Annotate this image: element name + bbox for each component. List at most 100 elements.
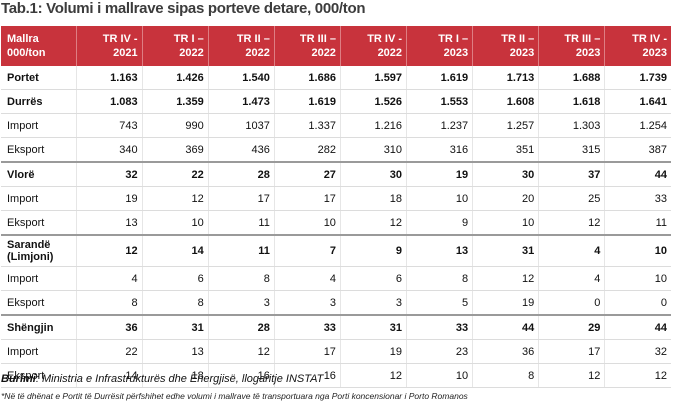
table-header-row: Mallra 000/ton TR IV - 2021 TR I – 2022 TR… [1,26,671,66]
value-cell: 16 [208,363,275,388]
value-cell: 369 [142,137,209,163]
value-cell: 9 [406,210,474,236]
header-cell-period: TR III – 2022 [274,26,341,66]
value-cell: 22 [142,161,209,187]
table-row: Shëngjin 36 31 28 33 31 33 44 29 44 [1,314,671,340]
row-label: Eksport [1,210,77,236]
value-cell: 1.686 [274,66,341,90]
value-cell: 387 [604,137,671,163]
value-cell: 28 [208,161,275,187]
value-cell: 316 [406,137,474,163]
value-cell: 17 [538,339,606,364]
value-cell: 6 [142,266,209,291]
value-cell: 8 [472,363,540,388]
value-cell: 14 [142,234,209,267]
value-cell: 29 [538,314,606,340]
value-cell: 27 [274,161,341,187]
table-row: Import 22 13 12 17 19 23 36 17 32 [1,339,671,364]
table-row: Eksport 8 8 3 3 3 5 19 0 0 [1,290,671,316]
value-cell: 17 [208,186,275,211]
row-label: Eksport [1,363,77,388]
value-cell: 8 [208,266,275,291]
value-cell: 1.163 [76,66,143,90]
value-cell: 4 [76,266,143,291]
header-cell-label: Mallra 000/ton [1,26,77,66]
port-volume-table: Mallra 000/ton TR IV - 2021 TR I – 2022 TR… [1,26,671,388]
period-line1: TR I – [173,33,204,45]
value-cell: 13 [76,210,143,236]
value-cell: 11 [208,210,275,236]
period-line1: TR I – [438,33,469,45]
period-line2: 2023 [443,47,469,59]
table-row: Eksport 14 18 16 16 12 10 8 12 12 [1,363,671,388]
period-line2: 2023 [575,47,601,59]
value-cell: 1.540 [208,66,275,90]
source-text: : Ministria e Infrastrukturës dhe Energj… [35,373,324,385]
value-cell: 1.359 [142,89,209,114]
period-line1: TR IV - [367,33,403,45]
row-label: Sarandë (Limjoni) [1,234,77,267]
value-cell: 19 [472,290,540,316]
table-row: Import 4 6 8 4 6 8 12 4 10 [1,266,671,291]
value-cell: 1.426 [142,66,209,90]
value-cell: 12 [76,234,143,267]
header-cell-period: TR I – 2023 [406,26,474,66]
table-body: Portet 1.163 1.426 1.540 1.686 1.597 1.619 1.71… [1,66,671,388]
value-cell: 4 [538,266,606,291]
footnote: *Në të dhënat e Portit të Durrësit përfs… [1,391,468,401]
value-cell: 32 [76,161,143,187]
value-cell: 19 [340,339,408,364]
value-cell: 0 [538,290,606,316]
header-line1: Mallra [7,33,39,45]
row-label: Durrës [1,89,77,114]
value-cell: 1.713 [472,66,540,90]
value-cell: 33 [604,186,671,211]
period-line2: 2022 [179,47,204,59]
source-label: Burimi [1,373,36,385]
value-cell: 282 [274,137,341,163]
table-row: Portet 1.163 1.426 1.540 1.686 1.597 1.619 1.71… [1,66,671,90]
value-cell: 17 [274,186,341,211]
value-cell: 33 [406,314,474,340]
row-label: Shëngjin [1,314,77,340]
period-line1: TR IV - [102,33,138,45]
value-cell: 10 [604,266,671,291]
value-cell: 5 [406,290,474,316]
value-cell: 3 [274,290,341,316]
value-cell: 19 [76,186,143,211]
period-line1: TR III – [299,33,336,45]
value-cell: 1.337 [274,113,341,138]
value-cell: 1.553 [406,89,474,114]
value-cell: 1.619 [274,89,341,114]
value-cell: 12 [340,210,408,236]
period-line2: 2021 [113,47,138,59]
value-cell: 436 [208,137,275,163]
value-cell: 1.739 [604,66,671,90]
value-cell: 10 [472,210,540,236]
value-cell: 8 [76,290,143,316]
value-cell: 3 [208,290,275,316]
value-cell: 33 [274,314,341,340]
value-cell: 28 [208,314,275,340]
value-cell: 4 [538,234,606,267]
header-cell-period: TR IV - 2021 [76,26,143,66]
value-cell: 30 [340,161,408,187]
header-line2: 000/ton [7,47,46,59]
row-label: Eksport [1,137,77,163]
period-line2: 2023 [642,47,667,59]
table-row: Eksport 340 369 436 282 310 316 351 315 387 [1,137,671,163]
value-cell: 44 [604,314,671,340]
value-cell: 23 [406,339,474,364]
value-cell: 351 [472,137,540,163]
header-cell-period: TR II – 2023 [472,26,540,66]
header-cell-period: TR III – 2023 [538,26,606,66]
value-cell: 31 [142,314,209,340]
value-cell: 37 [538,161,606,187]
period-line1: TR IV - [632,33,667,45]
table-row: Import 19 12 17 17 18 10 20 25 33 [1,186,671,211]
value-cell: 1.216 [340,113,408,138]
period-line2: 2022 [311,47,336,59]
value-cell: 18 [340,186,408,211]
period-line2: 2022 [245,47,270,59]
value-cell: 31 [472,234,540,267]
